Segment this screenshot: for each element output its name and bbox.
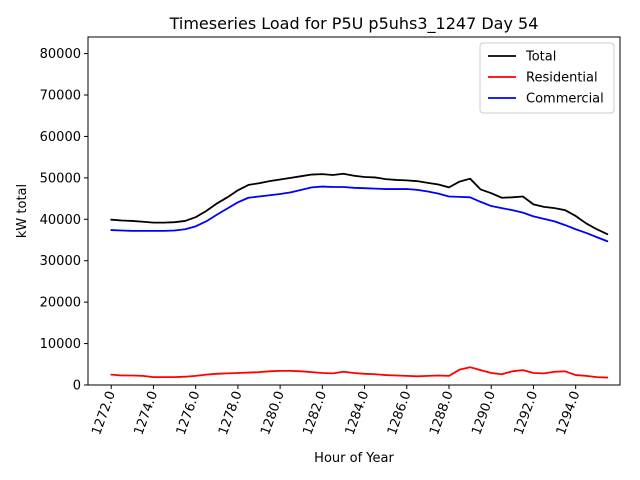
y-tick-label: 80000	[40, 47, 81, 62]
legend-label-total: Total	[525, 50, 556, 65]
legend-label-residential: Residential	[526, 71, 598, 86]
chart-title: Timeseries Load for P5U p5uhs3_1247 Day …	[169, 14, 539, 34]
y-tick-label: 70000	[40, 89, 81, 104]
legend-box	[479, 42, 615, 114]
y-tick-label: 30000	[40, 254, 81, 269]
series-line-residential	[110, 366, 609, 379]
y-axis-ticks: 0 10000 20000 30000 40000 50000 60000 70000 8000…	[40, 47, 88, 394]
legend: Total Residential Commercial	[479, 42, 615, 114]
y-tick-label: 10000	[40, 337, 81, 352]
y-tick-label: 20000	[40, 296, 81, 311]
y-tick-label: 60000	[40, 130, 81, 145]
legend-label-commercial: Commercial	[526, 92, 604, 107]
y-tick-label: 40000	[40, 213, 81, 228]
x-axis-title: Hour of Year	[314, 451, 394, 466]
y-tick-label: 0	[73, 379, 81, 394]
series-line-total	[110, 172, 609, 236]
y-axis-title: kW total	[15, 184, 30, 238]
series-line-commercial	[110, 185, 609, 243]
y-tick-label: 50000	[40, 171, 81, 186]
series-lines	[110, 172, 609, 379]
plot-frame	[87, 36, 621, 386]
